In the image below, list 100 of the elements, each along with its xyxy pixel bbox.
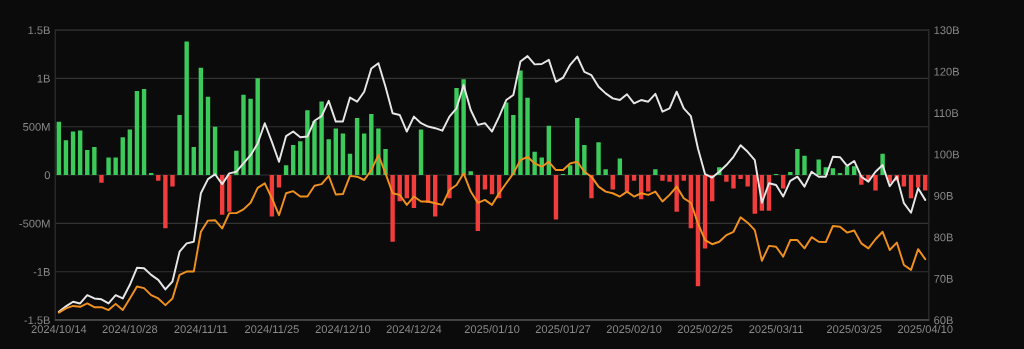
bar bbox=[518, 70, 523, 176]
bar bbox=[326, 139, 331, 176]
bar bbox=[241, 94, 246, 176]
bar bbox=[802, 155, 807, 176]
y-tick-label: -500M bbox=[19, 219, 50, 228]
x-tick-label: 2025/04/10 bbox=[897, 324, 953, 334]
y2-tick-label: 110B bbox=[934, 109, 959, 118]
bar bbox=[681, 175, 686, 181]
bar bbox=[305, 110, 310, 176]
y2-tick-label: 60B bbox=[934, 316, 953, 325]
bar bbox=[553, 175, 559, 220]
bar bbox=[99, 175, 104, 183]
bar bbox=[127, 129, 133, 176]
bar bbox=[738, 175, 743, 179]
bar bbox=[752, 175, 757, 214]
bar bbox=[788, 172, 793, 176]
y2-tick-label: 120B bbox=[934, 67, 959, 76]
bar bbox=[141, 88, 147, 176]
x-tick-label: 2024/10/28 bbox=[102, 324, 158, 334]
bar bbox=[674, 175, 679, 212]
bar bbox=[184, 41, 189, 176]
bar bbox=[198, 67, 204, 176]
bar bbox=[290, 145, 296, 176]
y2-tick-label: 80B bbox=[934, 233, 953, 242]
x-tick-label: 2024/11/25 bbox=[245, 324, 299, 334]
bar bbox=[582, 145, 587, 176]
y2-tick-label: 70B bbox=[934, 274, 953, 283]
bar bbox=[816, 159, 821, 176]
bar bbox=[660, 175, 665, 181]
bar bbox=[92, 146, 97, 176]
bar bbox=[795, 148, 800, 176]
bar bbox=[362, 133, 367, 176]
bar bbox=[312, 120, 317, 176]
bar bbox=[525, 97, 530, 176]
bar bbox=[191, 146, 196, 176]
bar bbox=[667, 175, 672, 182]
x-tick-label: 2024/11/11 bbox=[174, 324, 228, 334]
bar bbox=[631, 175, 637, 181]
x-tick-label: 2024/12/24 bbox=[386, 324, 442, 334]
bar bbox=[56, 121, 62, 176]
line-series bbox=[57, 55, 927, 313]
bar bbox=[482, 175, 488, 190]
bar bbox=[390, 175, 395, 242]
bar bbox=[511, 115, 516, 176]
bar bbox=[915, 175, 921, 188]
bar bbox=[852, 166, 857, 176]
bar bbox=[376, 128, 381, 176]
bar bbox=[603, 169, 608, 176]
bar bbox=[731, 175, 736, 189]
bar bbox=[113, 157, 118, 176]
bar bbox=[468, 171, 473, 176]
bar bbox=[319, 101, 324, 176]
bar bbox=[205, 96, 211, 176]
bar bbox=[454, 88, 459, 176]
x-tick-label: 2024/10/14 bbox=[31, 324, 87, 334]
x-tick-label: 2025/02/10 bbox=[606, 324, 662, 334]
bar bbox=[85, 149, 90, 176]
x-tick-label: 2025/01/27 bbox=[535, 324, 591, 334]
bar bbox=[745, 175, 750, 187]
bar bbox=[134, 90, 140, 176]
bar bbox=[780, 175, 786, 189]
bar bbox=[567, 165, 573, 176]
x-tick-label: 2025/01/10 bbox=[464, 324, 520, 334]
bar bbox=[77, 130, 83, 176]
bar bbox=[120, 137, 125, 176]
bar bbox=[340, 133, 346, 176]
y-tick-label: -1B bbox=[33, 268, 50, 276]
line-series bbox=[57, 154, 927, 314]
bar bbox=[255, 78, 260, 176]
bar bbox=[177, 115, 182, 176]
bar bbox=[369, 114, 374, 176]
x-tick-label: 2025/02/25 bbox=[677, 324, 733, 334]
y-tick-label: -1.5B bbox=[24, 316, 50, 325]
bar bbox=[248, 98, 253, 176]
y2-tick-label: 90B bbox=[934, 192, 953, 200]
bar bbox=[163, 175, 168, 229]
bar bbox=[404, 175, 410, 199]
bar bbox=[724, 175, 729, 182]
bar bbox=[653, 169, 658, 176]
bar bbox=[830, 168, 836, 176]
bar bbox=[63, 140, 69, 176]
bar bbox=[276, 175, 282, 188]
bar bbox=[170, 175, 175, 187]
bar bbox=[298, 141, 303, 176]
x-tick-label: 2024/12/10 bbox=[315, 324, 371, 334]
y2-tick-label: 100B bbox=[934, 150, 959, 159]
y-tick-label: 0 bbox=[44, 171, 50, 180]
bar bbox=[908, 175, 914, 199]
y-tick-label: 1B bbox=[37, 74, 50, 83]
x-tick-label: 2025/03/11 bbox=[749, 324, 803, 334]
bar bbox=[106, 157, 111, 176]
x-tick-label: 2025/03/25 bbox=[826, 324, 882, 334]
bar bbox=[354, 117, 360, 176]
bar bbox=[333, 128, 338, 176]
bar bbox=[283, 165, 289, 176]
y2-tick-label: 130B bbox=[934, 26, 959, 35]
bar bbox=[418, 129, 424, 176]
y-tick-label: 500M bbox=[23, 122, 50, 131]
bar bbox=[901, 175, 907, 187]
bar bbox=[610, 175, 615, 190]
